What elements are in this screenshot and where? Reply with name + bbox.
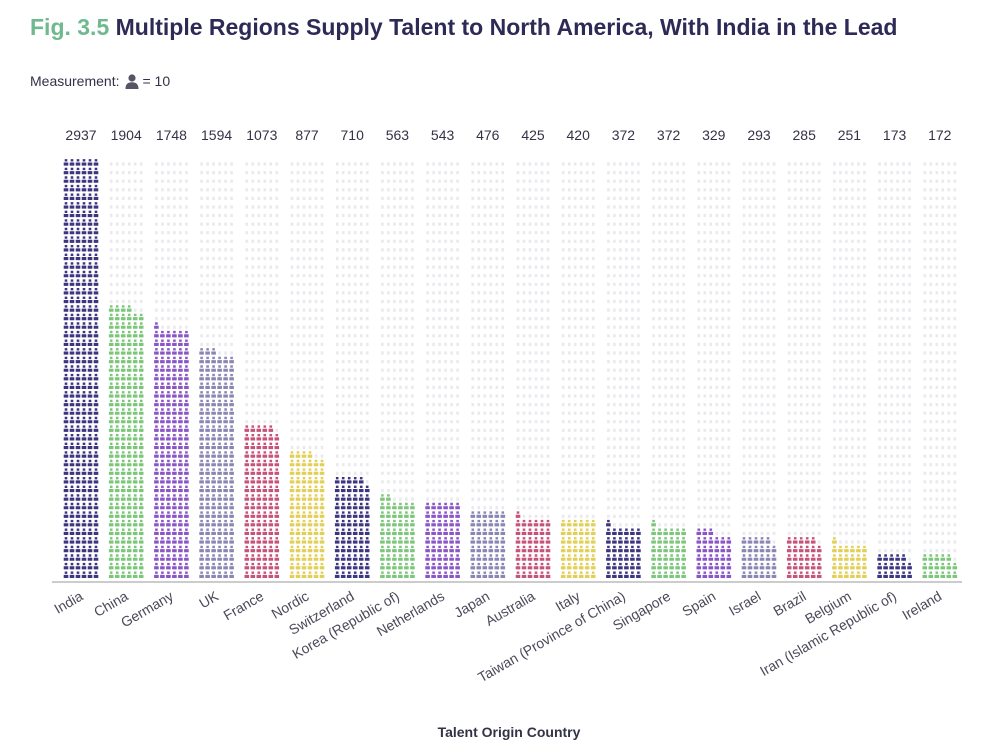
bar-uk <box>199 348 234 578</box>
figure-label: Fig. 3.5 <box>30 14 110 40</box>
bar-korea-republic-of <box>380 494 415 578</box>
value-label: 2937 <box>65 127 96 143</box>
bar-icons <box>515 511 551 578</box>
bar-icons <box>244 425 280 578</box>
value-label: 372 <box>612 127 636 143</box>
value-label: 563 <box>386 127 410 143</box>
bar-icons <box>922 554 958 578</box>
measurement-unit: = 10 <box>142 73 171 89</box>
value-label: 372 <box>657 127 681 143</box>
bar-icons <box>289 451 325 578</box>
value-label: 329 <box>702 127 726 143</box>
value-label: 1594 <box>201 127 232 143</box>
bar-icons <box>741 537 777 578</box>
value-label: 1748 <box>156 127 187 143</box>
bar-icons <box>651 519 686 578</box>
value-label: 251 <box>838 127 862 143</box>
value-label: 420 <box>567 127 591 143</box>
bar-france <box>244 425 280 578</box>
bar-italy <box>560 519 596 578</box>
bar-singapore <box>651 519 686 578</box>
bar-australia <box>515 511 551 578</box>
bar-taiwan-province-of-china <box>606 519 641 578</box>
bar-icons <box>63 159 99 578</box>
measurement-legend: Measurement: = 10 <box>30 73 170 89</box>
category-label: France <box>221 588 267 624</box>
bar-icons <box>606 519 641 578</box>
bar-india <box>63 159 99 578</box>
category-label: Germany <box>118 588 176 631</box>
value-label: 543 <box>431 127 455 143</box>
title-text: Multiple Regions Supply Talent to North … <box>115 14 898 40</box>
bar-icons <box>199 348 234 578</box>
bar-icons <box>425 502 460 578</box>
value-label: 425 <box>521 127 545 143</box>
value-label: 1904 <box>111 127 142 143</box>
bar-icons <box>696 528 732 578</box>
bar-icons <box>470 511 506 578</box>
bar-icons <box>108 305 144 578</box>
bar-icons <box>877 554 912 578</box>
category-label: India <box>51 588 85 617</box>
category-label: Ireland <box>899 588 944 623</box>
bar-japan <box>470 511 506 578</box>
value-label: 710 <box>341 127 365 143</box>
bar-iran-islamic-republic-of <box>877 554 912 578</box>
value-label: 476 <box>476 127 500 143</box>
bar-icons <box>560 519 596 578</box>
value-label: 1073 <box>246 127 277 143</box>
bar-icons <box>334 477 370 578</box>
category-label: Australia <box>482 588 537 629</box>
bar-brazil <box>786 537 822 578</box>
category-label: Taiwan (Province of China) <box>475 588 628 686</box>
bar-icons <box>154 322 189 578</box>
bar-belgium <box>832 537 867 578</box>
bar-nordic <box>289 451 325 578</box>
value-label: 172 <box>928 127 952 143</box>
category-label: Spain <box>679 588 718 620</box>
category-label: Israel <box>726 588 764 619</box>
value-label: 285 <box>793 127 817 143</box>
bar-germany <box>154 322 189 578</box>
category-label: UK <box>196 587 221 611</box>
chart-title: Fig. 3.5 Multiple Regions Supply Talent … <box>30 14 897 41</box>
bar-israel <box>741 537 777 578</box>
person-icon <box>125 73 139 89</box>
bar-icons <box>786 537 822 578</box>
bar-icons <box>832 537 867 578</box>
bar-switzerland <box>334 477 370 578</box>
category-label: Italy <box>552 588 582 615</box>
bar-ireland <box>922 554 958 578</box>
value-label: 173 <box>883 127 907 143</box>
empty-icons <box>64 162 957 578</box>
empty-icon-grid <box>64 162 957 578</box>
bar-china <box>108 305 144 578</box>
bar-spain <box>696 528 732 578</box>
measurement-label: Measurement: <box>30 73 120 89</box>
x-axis-title: Talent Origin Country <box>438 724 581 740</box>
value-label: 293 <box>747 127 771 143</box>
bar-icons <box>380 494 415 578</box>
bar-netherlands <box>425 502 460 578</box>
value-label: 877 <box>295 127 319 143</box>
